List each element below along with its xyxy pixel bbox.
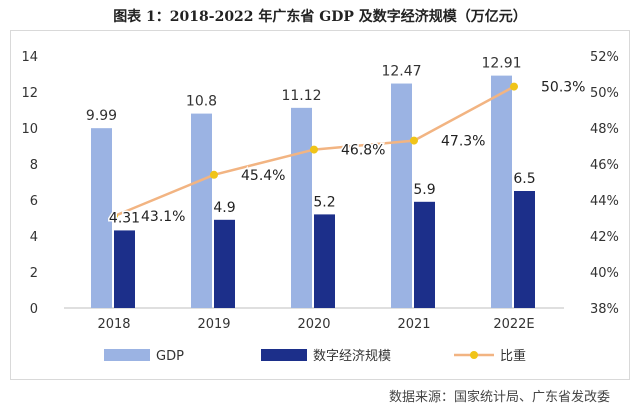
x-axis-tick-label: 2020 <box>297 317 330 332</box>
ratio-data-label: 46.8% <box>341 143 385 159</box>
gdp-data-label: 12.91 <box>481 56 521 72</box>
legend-label-gdp: GDP <box>156 349 184 364</box>
gdp-bar <box>191 113 212 308</box>
x-axis-tick-label: 2018 <box>97 317 130 332</box>
right-axis-tick-label: 38% <box>590 302 619 317</box>
right-axis-tick-label: 40% <box>590 266 619 281</box>
digital-economy-data-label: 5.2 <box>313 194 335 210</box>
left-axis-tick-label: 14 <box>21 50 38 65</box>
x-axis-tick-label: 2021 <box>397 317 430 332</box>
left-axis-tick-label: 12 <box>21 86 38 101</box>
right-axis-tick-label: 48% <box>590 122 619 137</box>
ratio-point <box>210 170 218 179</box>
ratio-data-label: 50.3% <box>541 80 585 96</box>
x-axis-tick-label: 2019 <box>197 317 230 332</box>
right-axis-tick-label: 52% <box>590 50 619 65</box>
digital-economy-data-label: 5.9 <box>413 182 435 198</box>
left-axis-tick-label: 4 <box>30 230 38 245</box>
digital-economy-data-label: 6.5 <box>513 171 535 187</box>
legend-label-ratio: 比重 <box>500 348 526 364</box>
x-axis-tick-label: 2022E <box>493 317 534 332</box>
digital-economy-bar <box>414 201 435 308</box>
right-axis-tick-label: 44% <box>590 194 619 209</box>
ratio-data-label: 47.3% <box>441 134 485 150</box>
left-axis-tick-label: 0 <box>30 302 38 317</box>
right-axis-tick-label: 46% <box>590 158 619 173</box>
digital-economy-data-label: 4.31 <box>109 210 140 226</box>
combo-chart: 0 2 4 6 8 10 12 14 38% 40% 42% 44% 46% 48% 50% 52% 2018 9… <box>21 50 619 364</box>
gdp-data-label: 10.8 <box>186 94 217 110</box>
digital-economy-data-label: 4.9 <box>213 200 235 216</box>
left-axis-tick-label: 6 <box>30 194 38 209</box>
right-axis-tick-label: 50% <box>590 86 619 101</box>
ratio-point <box>410 136 418 145</box>
ratio-data-label: 43.1% <box>141 209 185 225</box>
digital-economy-bar <box>114 230 135 308</box>
gdp-bar <box>491 75 512 308</box>
chart-frame: 0 2 4 6 8 10 12 14 38% 40% 42% 44% 46% 48% 50% 52% 2018 9… <box>10 30 630 380</box>
ratio-data-label: 45.4% <box>241 168 285 184</box>
left-axis-tick-label: 2 <box>30 266 38 281</box>
legend-label-digital-economy: 数字经济规模 <box>313 349 391 364</box>
gdp-data-label: 11.12 <box>281 88 321 104</box>
left-axis-tick-label: 8 <box>30 158 38 173</box>
gdp-bar <box>391 83 412 308</box>
legend-swatch-gdp <box>104 349 150 361</box>
digital-economy-bar <box>514 191 535 308</box>
legend-swatch-digital-economy <box>261 349 307 361</box>
ratio-point <box>110 212 118 221</box>
gdp-data-label: 12.47 <box>381 64 421 80</box>
gdp-data-label: 9.99 <box>86 108 117 124</box>
gdp-bar <box>291 107 312 308</box>
source-note: 数据来源：国家统计局、广东省发改委 <box>388 390 610 405</box>
ratio-point <box>510 82 518 91</box>
digital-economy-bar <box>314 214 335 308</box>
left-axis-tick-label: 10 <box>21 122 38 137</box>
gdp-bar <box>91 128 112 308</box>
legend-swatch-ratio-marker <box>470 351 478 359</box>
digital-economy-bar <box>214 219 235 308</box>
chart-title: 图表 1：2018-2022 年广东省 GDP 及数字经济规模（万亿元） <box>113 9 527 25</box>
right-axis-tick-label: 42% <box>590 230 619 245</box>
ratio-point <box>310 145 318 154</box>
